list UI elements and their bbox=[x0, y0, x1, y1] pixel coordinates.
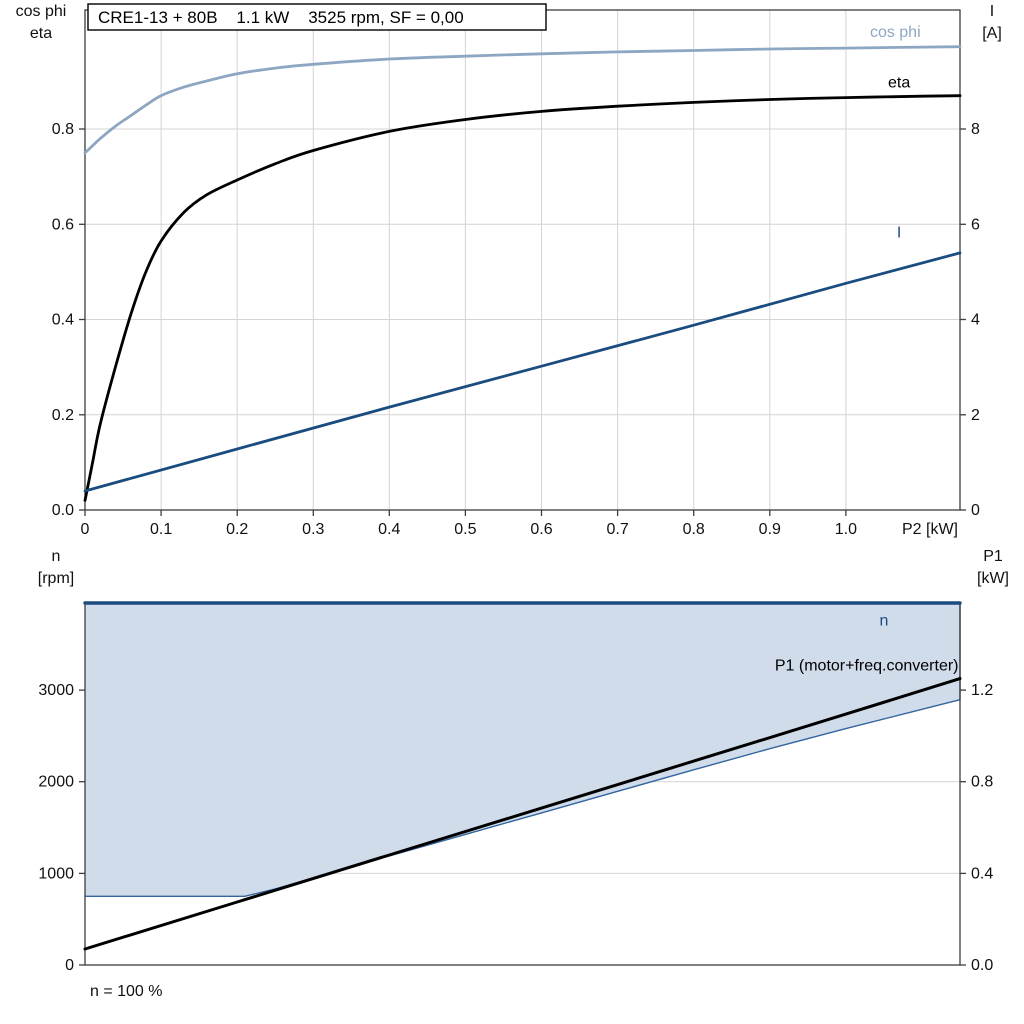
series-n-label: n bbox=[879, 613, 888, 630]
y-right-tick-label: 0.4 bbox=[971, 865, 993, 882]
series-p1-motor-freq-converter bbox=[83, 677, 962, 951]
y-right-axis-title-line1: I bbox=[990, 3, 994, 20]
x-tick-label: 0.2 bbox=[226, 521, 248, 538]
x-tick-label: 0.7 bbox=[606, 521, 628, 538]
y-left-tick-label: 0.2 bbox=[52, 407, 74, 424]
axes: 0 0.1 0.2 0.3 0.4 0.5 0.6 0.7 0.8 0.9 1.0 P2 [kW] 0.… bbox=[16, 3, 1002, 538]
series-cos-phi bbox=[83, 45, 962, 155]
y-right-tick-label: 4 bbox=[971, 312, 980, 329]
y-left-axis-title-line2: eta bbox=[30, 25, 52, 42]
speed-percent-note: n = 100 % bbox=[90, 983, 163, 1000]
series-eta bbox=[83, 94, 962, 502]
x-tick-label: 1.0 bbox=[835, 521, 857, 538]
y-right-tick-label: 1.2 bbox=[971, 682, 993, 699]
y-right-tick-label: 0 bbox=[971, 502, 980, 519]
y-right-tick-label: 8 bbox=[971, 121, 980, 138]
line-series: P1 (motor+freq.converter) n bbox=[83, 601, 962, 951]
series-p1-motor-freq-converter-label: P1 (motor+freq.converter) bbox=[775, 658, 959, 675]
y-left-axis-title-line2: [rpm] bbox=[38, 570, 74, 587]
series-i-label: I bbox=[897, 225, 901, 242]
motor-performance-chart: cos phi eta I 0 0.1 0.2 0.3 0.4 0.5 0.6 0.7 0.8 0.9 1… bbox=[16, 3, 1002, 538]
chart-title: CRE1-13 + 80B 1.1 kW 3525 rpm, SF = 0,00 bbox=[98, 8, 464, 27]
x-tick-label: 0 bbox=[81, 521, 90, 538]
y-right-tick-label: 2 bbox=[971, 407, 980, 424]
x-tick-label: 0.3 bbox=[302, 521, 324, 538]
y-left-tick-label: 0.6 bbox=[52, 216, 74, 233]
y-right-axis-title-line2: [kW] bbox=[977, 570, 1009, 587]
axes: 0 1000 2000 3000 0.0 0.4 0.8 1.2 n [rpm] P1 [kW] bbox=[38, 548, 1009, 974]
y-left-axis-title-line1: n bbox=[52, 548, 61, 565]
x-tick-label: 0.4 bbox=[378, 521, 400, 538]
y-left-tick-label: 0.4 bbox=[52, 312, 74, 329]
y-left-axis-title-line1: cos phi bbox=[16, 3, 67, 20]
y-left-tick-label: 1000 bbox=[38, 865, 74, 882]
y-left-tick-label: 0.8 bbox=[52, 121, 74, 138]
line-series: cos phi eta I bbox=[83, 24, 962, 502]
x-tick-label: 0.9 bbox=[759, 521, 781, 538]
y-right-axis-title-line1: P1 bbox=[983, 548, 1003, 565]
x-tick-label: 0.5 bbox=[454, 521, 476, 538]
y-right-tick-label: 0.8 bbox=[971, 774, 993, 791]
x-tick-label: 0.6 bbox=[530, 521, 552, 538]
series-speed-range-fill bbox=[85, 603, 960, 897]
y-left-tick-label: 3000 bbox=[38, 682, 74, 699]
x-tick-label: 0.8 bbox=[683, 521, 705, 538]
y-right-axis-title-line2: [A] bbox=[982, 25, 1002, 42]
plot-border bbox=[84, 9, 961, 511]
series-cos-phi-label: cos phi bbox=[870, 24, 921, 41]
speed-power-chart: P1 (motor+freq.converter)n01000200030000… bbox=[38, 548, 1009, 1000]
series-eta-label: eta bbox=[888, 75, 910, 92]
y-left-tick-label: 2000 bbox=[38, 774, 74, 791]
x-tick-label: 0.1 bbox=[150, 521, 172, 538]
series-i bbox=[83, 251, 962, 493]
x-axis-unit-label: P2 [kW] bbox=[902, 521, 958, 538]
y-right-tick-label: 6 bbox=[971, 216, 980, 233]
y-left-tick-label: 0 bbox=[65, 957, 74, 974]
area-series bbox=[85, 603, 961, 897]
y-left-tick-label: 0.0 bbox=[52, 502, 74, 519]
chart-title-box bbox=[87, 3, 547, 31]
y-right-tick-label: 0.0 bbox=[971, 957, 993, 974]
gridlines bbox=[85, 10, 960, 510]
